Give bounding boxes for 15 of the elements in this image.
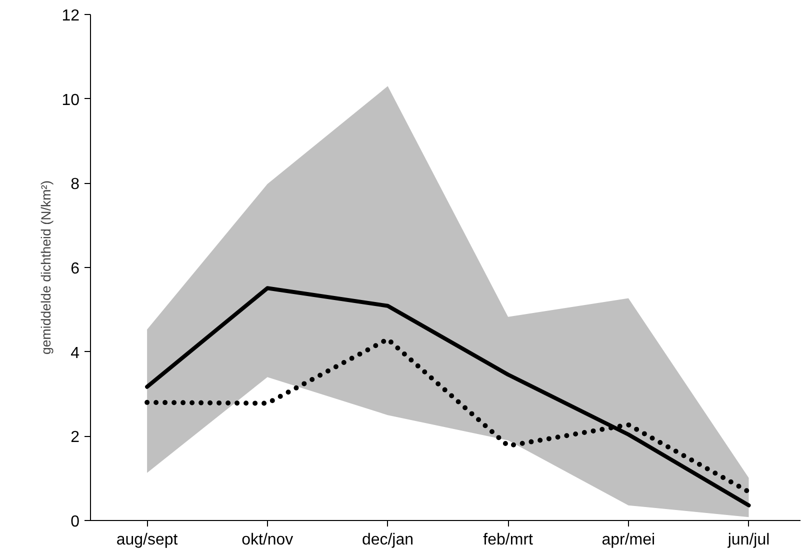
y-tick-label: 12 — [62, 8, 80, 24]
y-tick-label: 0 — [70, 514, 80, 530]
y-tick-label: 10 — [62, 92, 80, 109]
line-series — [145, 286, 751, 508]
y-tick-label: 8 — [70, 176, 80, 194]
y-axis-title: gemiddelde dichtheid (N/km²) — [38, 180, 54, 355]
x-tick-label: jun/jul — [726, 532, 770, 548]
x-tick-label: apr/mei — [602, 532, 656, 548]
y-tick-label: 2 — [70, 429, 80, 446]
x-tick-label: aug/sept — [116, 532, 178, 548]
x-tick-label: okt/nov — [242, 532, 294, 548]
x-tick-label: dec/jan — [362, 532, 414, 548]
x-tick-label: feb/mrt — [483, 532, 534, 548]
y-tick-label: 6 — [70, 260, 80, 278]
y-tick-label: 4 — [70, 344, 80, 362]
